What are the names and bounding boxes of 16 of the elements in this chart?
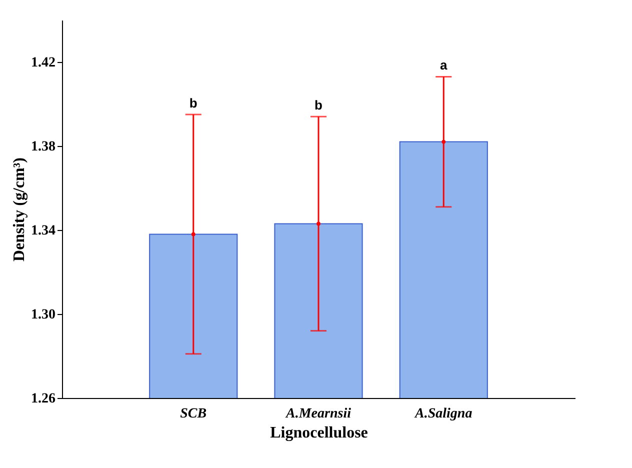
x-tick-label: A.Mearnsii bbox=[285, 406, 352, 422]
point bbox=[191, 232, 196, 236]
y-tick-label: 1.30 bbox=[31, 308, 56, 322]
annotation: a bbox=[440, 58, 448, 73]
y-axis-title: Density (g/cm³) bbox=[11, 158, 28, 262]
annotation: b bbox=[314, 98, 323, 113]
x-tick-label: SCB bbox=[180, 406, 207, 422]
y-tick-label: 1.34 bbox=[31, 224, 56, 238]
point bbox=[442, 140, 446, 144]
y-tick-label: 1.38 bbox=[31, 140, 56, 154]
x-tick-label: A.Saligna bbox=[414, 406, 472, 422]
y-tick-label: 1.42 bbox=[31, 56, 56, 70]
annotation: b bbox=[189, 96, 198, 110]
x-axis-title: Lignocellulose bbox=[270, 424, 368, 442]
y-tick-label: 1.26 bbox=[31, 392, 56, 406]
point bbox=[316, 222, 320, 226]
